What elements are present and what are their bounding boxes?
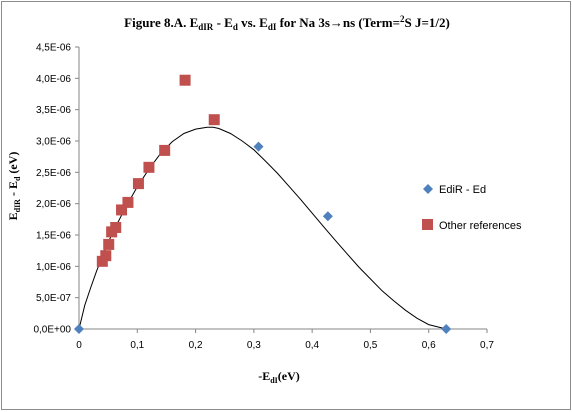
other-references-point xyxy=(208,114,220,126)
other-references-point xyxy=(122,196,134,208)
y-axis-title-part: (eV) xyxy=(6,152,20,177)
y-tick-label: 3,5E-06 xyxy=(36,105,71,116)
y-axis-title: EdIR - Ed (eV) xyxy=(6,152,22,221)
chart-title-part: for Na 3s xyxy=(276,15,330,30)
chart-title-part: Figure 8.A. E xyxy=(124,15,198,30)
ediR-ed-point xyxy=(253,141,264,152)
other-references-point xyxy=(110,221,122,233)
x-axis-title-part: dI xyxy=(270,376,278,385)
chart-title-part: - E xyxy=(213,15,233,30)
y-tick-label: 1,5E-06 xyxy=(36,231,71,242)
other-references-point xyxy=(96,255,108,267)
chart-title-part: dIR xyxy=(198,22,214,32)
legend: EdiR - Ed Other references xyxy=(422,184,522,232)
y-axis-title-part: d xyxy=(13,176,22,181)
x-tick-label: 0 xyxy=(76,340,82,351)
legend-marker-ediR-ed xyxy=(423,184,433,194)
fit-curve-layer xyxy=(78,126,447,330)
x-axis-title-part: -E xyxy=(258,369,270,383)
other-references-point xyxy=(179,74,191,86)
other-references-point xyxy=(159,144,171,156)
chart-title: Figure 8.A. EdIR - Ed vs. EdI for Na 3s→… xyxy=(124,14,450,32)
x-tick-label: 0,7 xyxy=(480,340,494,351)
other-references-point xyxy=(103,238,115,250)
y-tick-label: 2,0E-06 xyxy=(36,199,71,210)
y-tick-label: 1,0E-06 xyxy=(36,262,71,273)
y-tick-label: 5,0E-07 xyxy=(36,293,71,304)
data-marks xyxy=(74,74,452,334)
chart-title-part: S J=1/2) xyxy=(405,15,450,30)
x-tick-label: 0,5 xyxy=(363,340,377,351)
x-tick-label: 0,2 xyxy=(189,340,203,351)
ediR-ed-point xyxy=(441,324,452,334)
ediR-ed-point xyxy=(322,211,333,222)
legend-label-ediR-ed: EdiR - Ed xyxy=(439,184,486,196)
other-references-point xyxy=(143,161,155,173)
x-tick-label: 0,3 xyxy=(247,340,261,351)
legend-marker-other-references xyxy=(422,219,433,230)
y-tick-label: 4,0E-06 xyxy=(36,74,71,85)
chart-title-part: dI xyxy=(268,22,277,32)
y-axis-title-part: E xyxy=(6,212,20,220)
y-tick-label: 0,0E+00 xyxy=(33,325,71,336)
fit-curve-line xyxy=(78,126,447,330)
chart-title-part: ns (Term= xyxy=(343,15,400,30)
x-tick-label: 0,4 xyxy=(305,340,319,351)
x-tick-label: 0,1 xyxy=(130,340,144,351)
x-axis-title: -EdI(eV) xyxy=(258,369,300,385)
y-axis-title-part: - E xyxy=(6,181,20,199)
other-references-point xyxy=(100,250,112,262)
other-references-point xyxy=(132,178,144,190)
other-references-point xyxy=(116,204,128,216)
ediR-ed-point xyxy=(74,324,84,334)
y-tick-label: 2,5E-06 xyxy=(36,168,71,179)
y-tick-label: 3,0E-06 xyxy=(36,137,71,148)
x-tick-label: 0,6 xyxy=(422,340,436,351)
y-axis-title-part: dIR xyxy=(13,199,22,213)
chart-title-part: → xyxy=(330,15,343,30)
tick-labels: 0,0E+00 5,0E-07 1,0E-06 1,5E-06 2,0E-06 2,5E-… xyxy=(33,43,494,352)
x-axis-title-part: (eV) xyxy=(278,369,300,383)
y-tick-label: 4,5E-06 xyxy=(36,43,71,54)
chart-title-part: 2 xyxy=(400,14,405,24)
chart-title-part: vs. E xyxy=(238,15,268,30)
legend-label-other-references: Other references xyxy=(439,220,522,232)
chart-title-part: d xyxy=(233,22,238,32)
